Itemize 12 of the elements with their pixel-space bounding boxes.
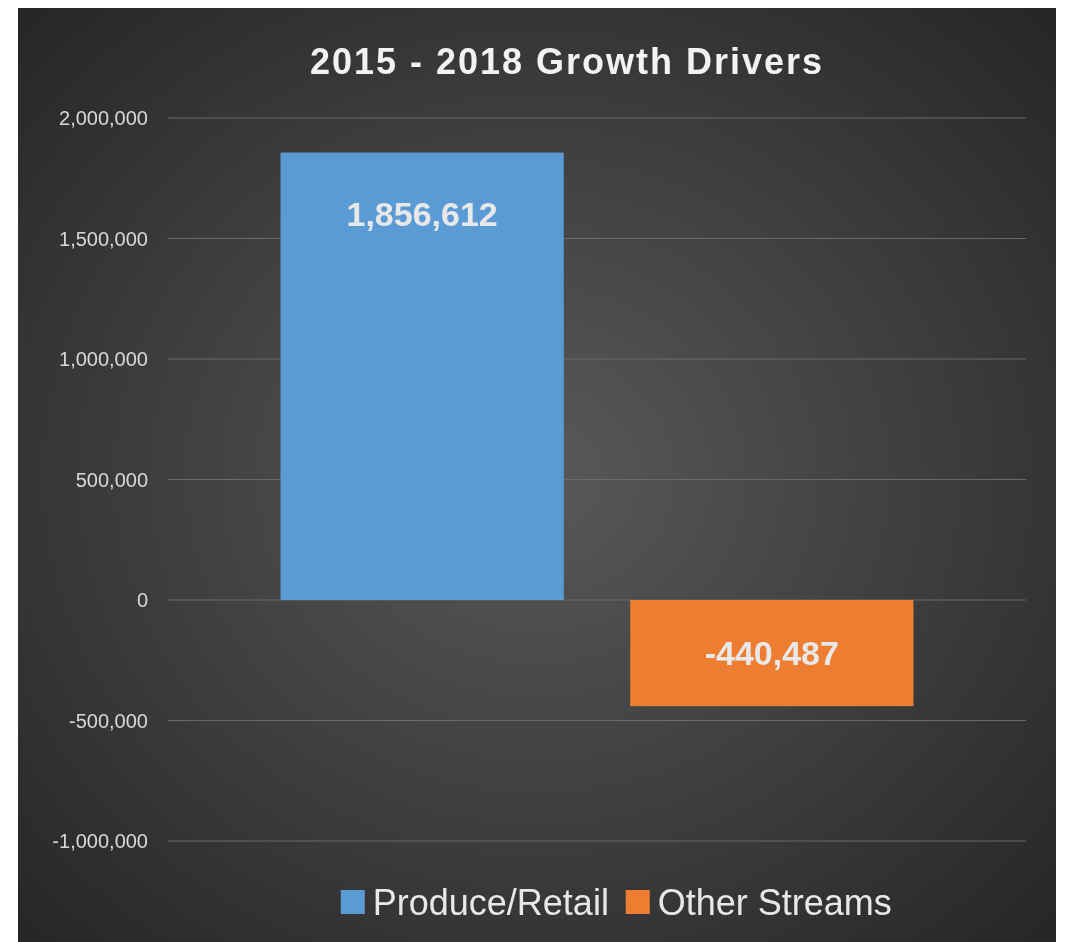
data-label: -440,487 <box>704 633 839 672</box>
chart-title: 2015 - 2018 Growth Drivers <box>309 41 825 82</box>
y-tick-label: 1,000,000 <box>59 348 148 370</box>
y-tick-label: 2,000,000 <box>59 107 148 129</box>
y-tick-label: 500,000 <box>75 468 148 491</box>
y-tick-label: 0 <box>136 589 148 611</box>
data-label: 1,856,612 <box>346 195 498 234</box>
y-tick-label: -500,000 <box>69 709 148 732</box>
y-tick-label: -1,000,000 <box>52 830 148 852</box>
y-tick-label: 1,500,000 <box>59 227 148 250</box>
legend-label: Other Streams <box>657 881 892 923</box>
legend-label: Produce/Retail <box>372 881 609 923</box>
